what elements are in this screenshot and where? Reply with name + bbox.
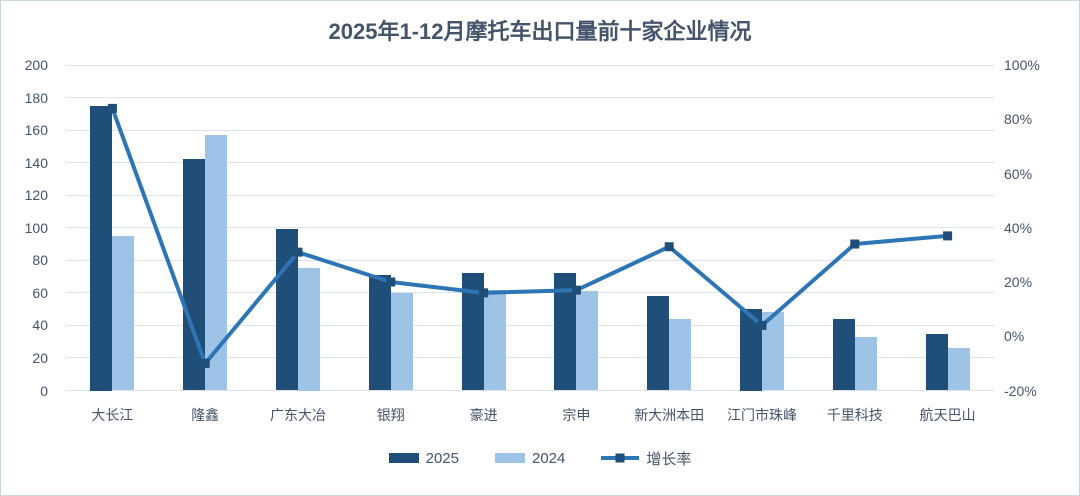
line-marker-隆鑫 [200,358,210,368]
category-label-隆鑫: 隆鑫 [191,407,220,423]
left-axis-tick-label: 0 [40,382,48,399]
left-axis-tick-label: 200 [24,57,48,73]
left-axis-tick-label: 40 [32,317,48,334]
bar-2025-大长江 [90,105,113,391]
growth-rate-line [110,106,950,366]
line-marker-新大洲本田 [664,242,674,252]
category-label-千里科技: 千里科技 [826,407,883,423]
category-label-宗申: 宗申 [562,407,591,423]
chart-title: 2025年1-12月摩托车出口量前十家企业情况 [328,19,752,44]
left-axis-tick-label: 160 [24,122,48,139]
bar-2024-广东大冶 [298,268,320,391]
category-label-银翔: 银翔 [376,407,405,423]
line-marker-江门市珠峰 [757,320,767,330]
legend-swatch-2025 [388,453,419,463]
gridline [66,259,994,261]
line-marker-大长江 [107,103,117,113]
line-marker-航天巴山 [943,231,953,241]
legend-swatch-2024 [494,453,525,463]
category-label-航天巴山: 航天巴山 [919,407,976,423]
legend-item-2025: 2025 [388,449,459,467]
gridline [66,129,994,131]
legend: 2025 2024 增长率 [1,447,1079,469]
line-marker-千里科技 [850,239,860,249]
gridline [66,227,994,229]
gridline [66,357,994,359]
bar-2024-宗申 [576,291,599,391]
line-marker-银翔 [386,277,396,287]
category-label-江门市珠峰: 江门市珠峰 [726,407,797,423]
right-axis-tick-label: 0% [1004,328,1025,345]
gridline [66,194,994,196]
category-label-豪进: 豪进 [469,407,498,423]
left-axis-tick-label: 60 [32,284,48,301]
bar-2025-宗申 [554,273,577,391]
bar-2025-江门市珠峰 [740,309,762,391]
legend-item-growth-rate: 增长率 [601,448,691,469]
right-axis-tick-label: 60% [1004,165,1033,182]
gridline [66,162,994,164]
bar-2025-新大洲本田 [647,296,670,391]
legend-line-marker-icon [615,453,625,463]
line-marker-宗申 [571,285,581,295]
left-axis-tick-label: 140 [24,154,48,171]
right-axis-tick-label: -20% [1004,382,1037,399]
bar-2025-隆鑫 [183,159,206,391]
right-axis-tick-label: 80% [1004,111,1033,128]
legend-label-2025: 2025 [425,449,459,467]
left-axis-tick-label: 100 [24,219,48,236]
gridline [66,97,994,99]
bar-2025-银翔 [368,274,391,391]
category-label-新大洲本田: 新大洲本田 [634,407,705,423]
bar-2024-隆鑫 [205,134,228,391]
line-marker-广东大冶 [293,247,303,257]
bar-2025-千里科技 [832,318,855,391]
bar-2024-新大洲本田 [669,318,692,391]
legend-line-swatch [601,453,640,463]
bar-2024-千里科技 [854,336,877,391]
bar-2025-豪进 [461,273,484,391]
bar-2024-大长江 [112,235,135,391]
bar-2024-江门市珠峰 [762,312,784,391]
right-axis-tick-label: 40% [1004,219,1033,236]
legend-label-growth-rate: 增长率 [646,450,692,468]
left-axis-tick-label: 80 [32,252,48,269]
right-axis-tick-label: 20% [1004,274,1033,290]
line-marker-豪进 [479,288,489,298]
legend-item-2024: 2024 [494,449,566,467]
left-axis-tick-label: 20 [32,349,48,366]
right-axis-tick-label: 100% [1004,57,1040,73]
bar-2024-银翔 [390,292,413,391]
gridline [66,390,994,391]
category-label-大长江: 大长江 [91,407,134,423]
bar-2024-豪进 [483,289,506,391]
left-axis-tick-label: 180 [24,89,48,106]
left-axis-tick-label: 120 [24,187,48,204]
bar-2025-航天巴山 [925,333,948,391]
legend-label-2024: 2024 [531,449,566,467]
gridline [66,324,994,326]
category-label-广东大冶: 广东大冶 [269,407,326,423]
bar-2024-航天巴山 [947,348,970,391]
gridline [66,64,994,66]
